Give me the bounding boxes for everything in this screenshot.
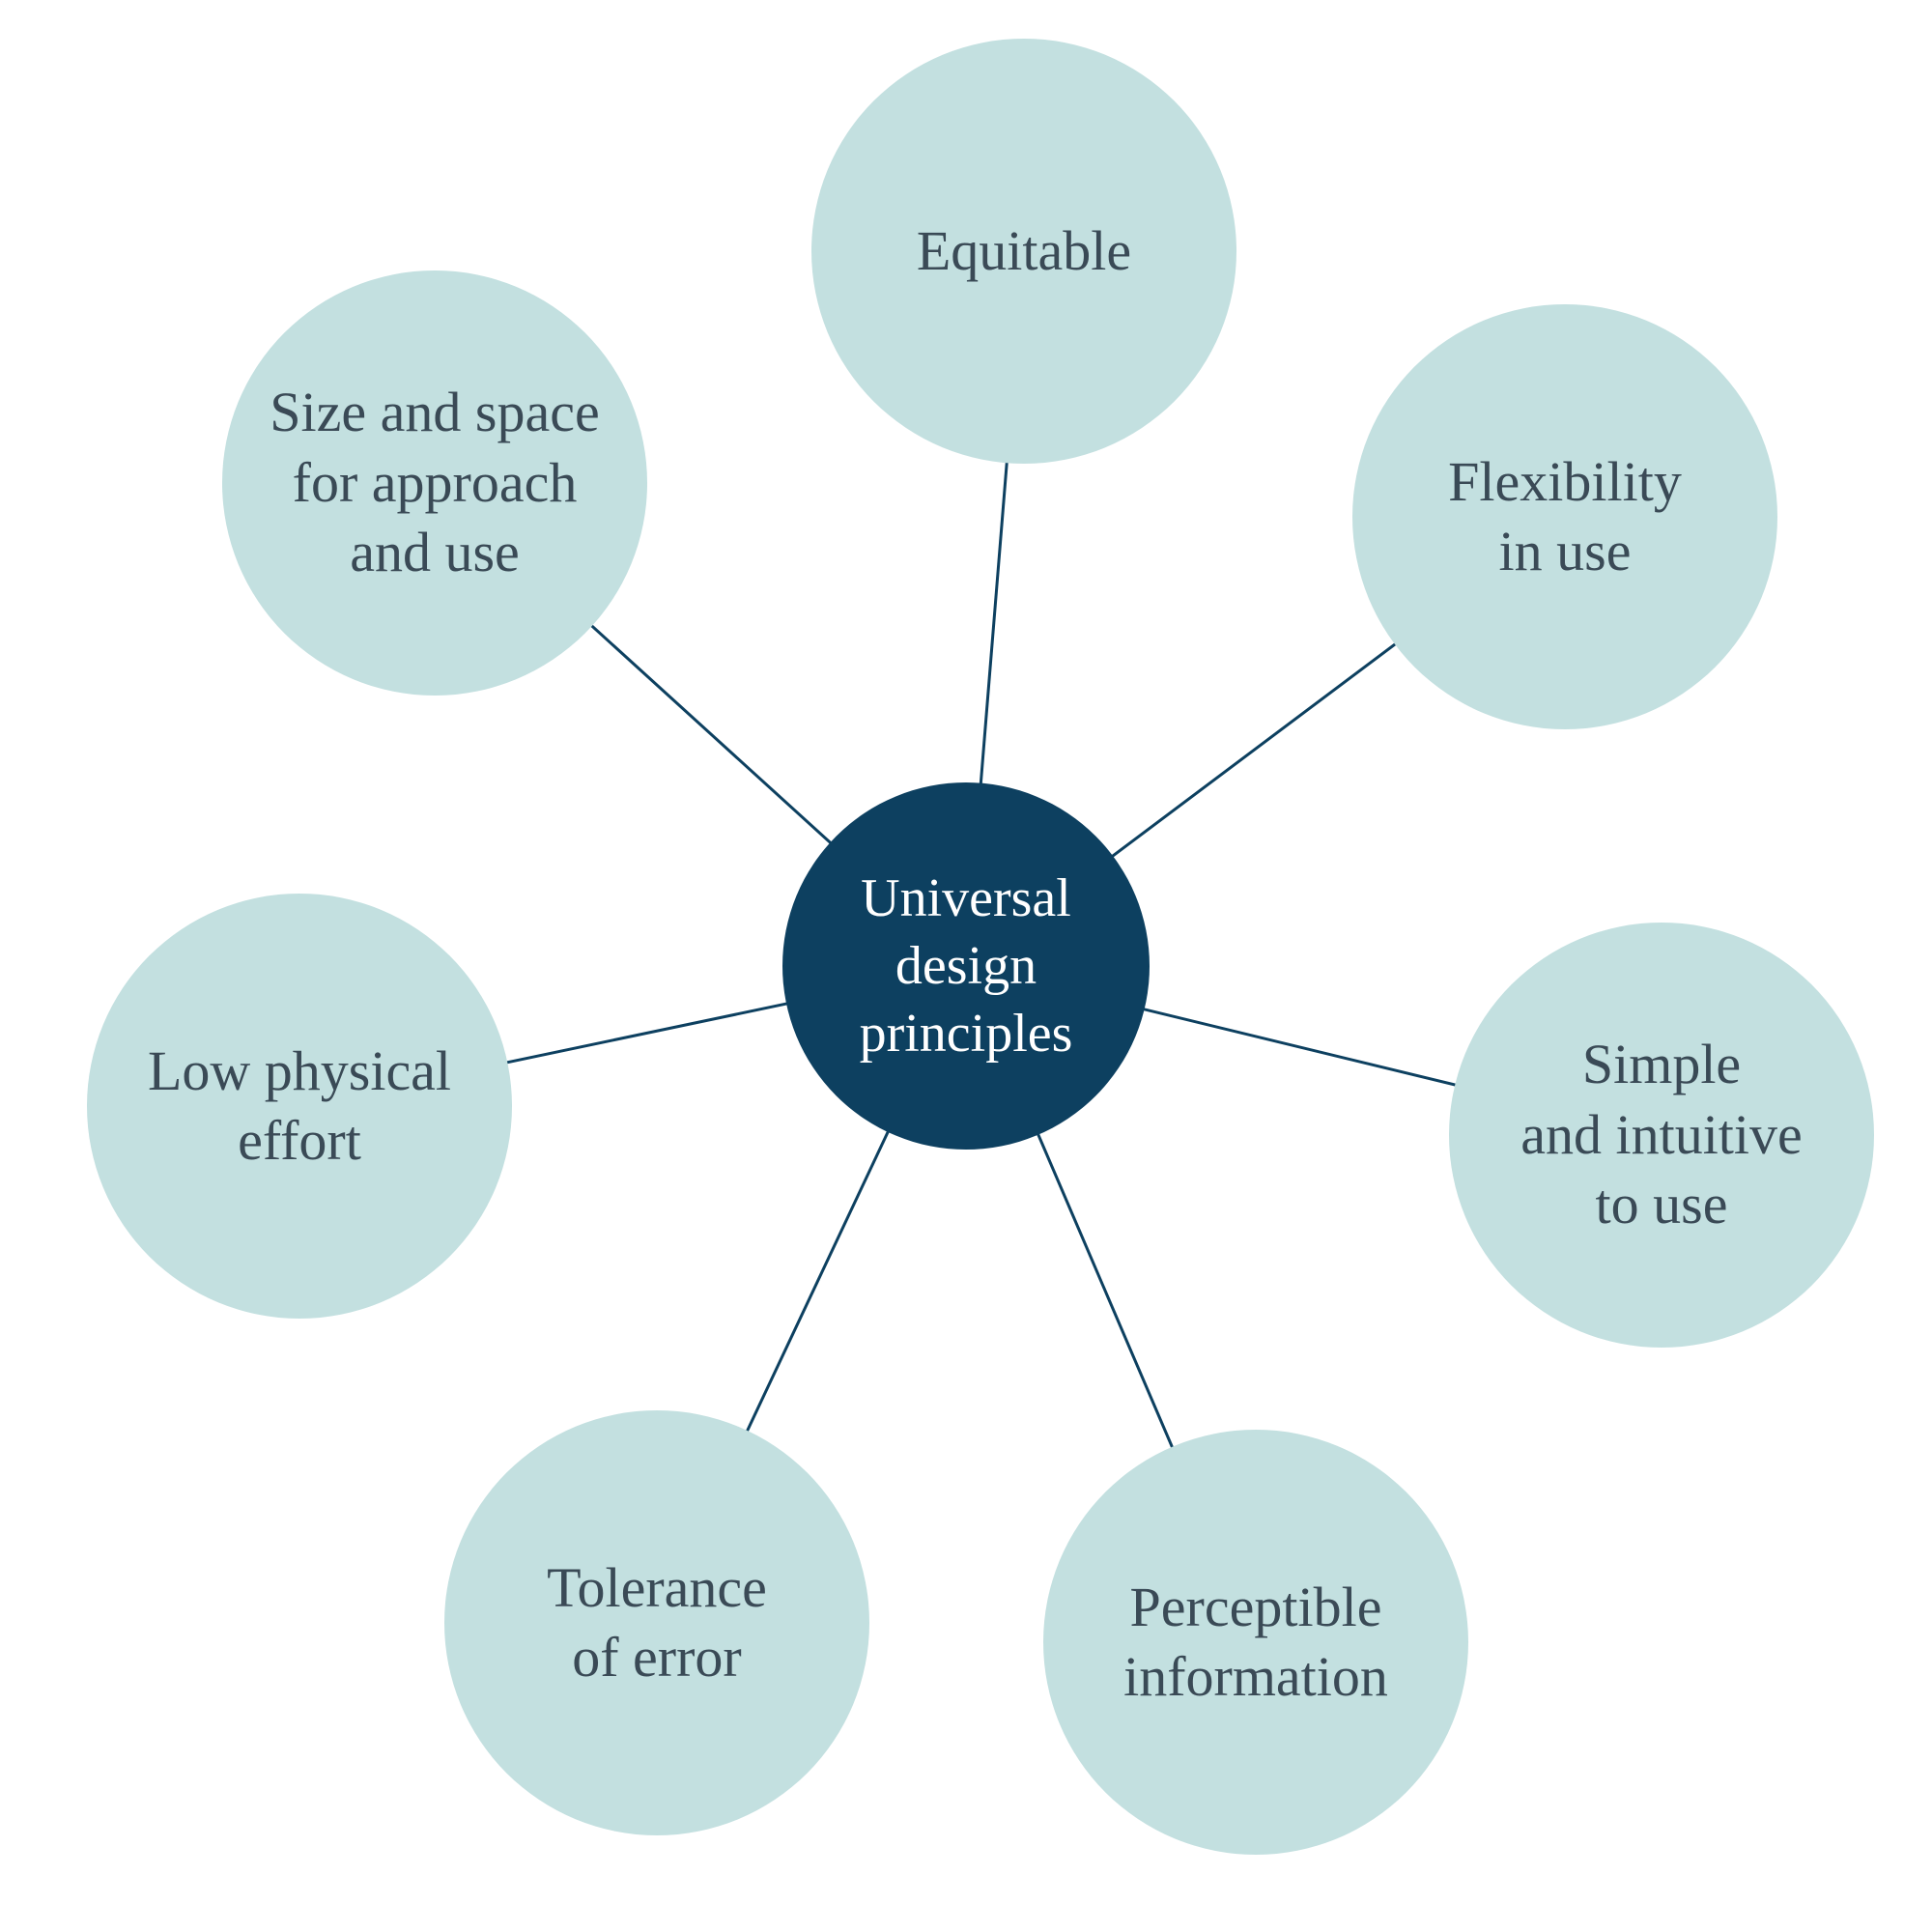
- outer-node-low-effort: Low physical effort: [87, 894, 512, 1319]
- outer-label-equitable: Equitable: [897, 197, 1151, 306]
- center-node: Universal design principles: [782, 782, 1150, 1150]
- center-label: Universal design principles: [840, 845, 1093, 1087]
- outer-node-size-space: Size and space for approach and use: [222, 270, 647, 696]
- outer-node-equitable: Equitable: [811, 39, 1236, 464]
- outer-label-simple: Simple and intuitive to use: [1501, 1010, 1822, 1260]
- outer-label-flexibility: Flexibility in use: [1429, 428, 1701, 607]
- outer-node-perceptible: Perceptible information: [1043, 1430, 1468, 1855]
- radial-diagram: Universal design principles Equitable Flex…: [0, 0, 1932, 1932]
- outer-label-low-effort: Low physical effort: [128, 1017, 470, 1196]
- outer-label-perceptible: Perceptible information: [1104, 1553, 1407, 1732]
- outer-node-simple: Simple and intuitive to use: [1449, 923, 1874, 1348]
- outer-label-tolerance: Tolerance of error: [527, 1534, 786, 1713]
- outer-node-flexibility: Flexibility in use: [1352, 304, 1777, 729]
- outer-node-tolerance: Tolerance of error: [444, 1410, 869, 1835]
- outer-label-size-space: Size and space for approach and use: [250, 358, 618, 608]
